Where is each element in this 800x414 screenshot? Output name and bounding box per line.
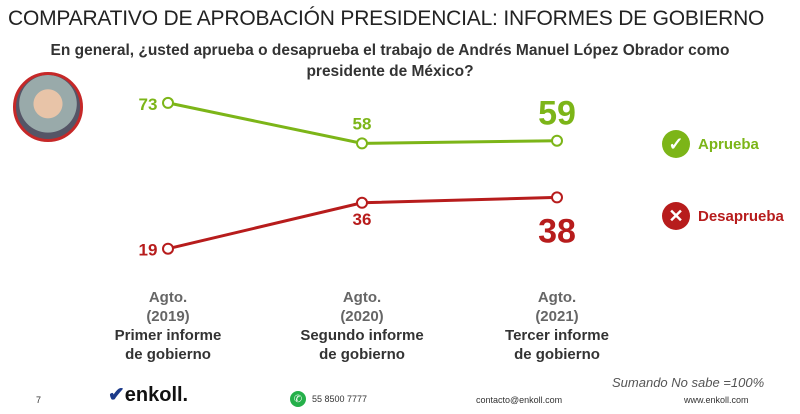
phone-number: 55 8500 7777 <box>312 394 368 404</box>
data-point <box>356 196 368 209</box>
president-photo <box>13 72 83 142</box>
data-point <box>162 242 174 255</box>
x-year: (2021) <box>535 308 579 325</box>
page-title: COMPARATIVO DE APROBACIÓN PRESIDENCIAL: … <box>8 7 765 30</box>
x-label-2: Agto. (2021) Tercer informe de gobierno <box>477 288 637 364</box>
brand-text: enkoll. <box>124 384 189 406</box>
data-label: 59 <box>538 95 576 133</box>
page-number: 7 <box>36 395 42 405</box>
survey-question: En general, ¿usted aprueba o desaprueba … <box>50 42 730 80</box>
x-year: (2019) <box>146 308 190 325</box>
legend-label: Desaprueba <box>698 207 784 225</box>
x-desc: Segundo informe <box>300 327 424 344</box>
x-desc2: de gobierno <box>319 346 405 363</box>
email[interactable]: contacto@enkoll.com <box>476 395 563 405</box>
x-label-1: Agto. (2020) Segundo informe de gobierno <box>282 288 442 364</box>
whatsapp-icon: ✆ <box>290 391 306 407</box>
x-desc: Primer informe <box>114 327 222 344</box>
x-month: Agto. <box>148 289 188 306</box>
data-label: 19 <box>139 241 158 260</box>
legend-aprueba: ✓ Aprueba <box>662 130 759 158</box>
data-label: 38 <box>538 212 576 250</box>
website[interactable]: www.enkoll.com <box>684 395 749 405</box>
check-icon: ✓ <box>662 130 690 158</box>
x-icon: ✕ <box>662 202 690 230</box>
legend-desaprueba: ✕ Desaprueba <box>662 202 784 230</box>
enkoll-logo: ✔enkoll. <box>108 384 189 406</box>
x-label-0: Agto. (2019) Primer informe de gobierno <box>88 288 248 364</box>
data-label: 73 <box>139 95 158 114</box>
footnote: Sumando No sabe =100% <box>612 375 765 390</box>
data-label: 36 <box>353 210 372 229</box>
data-label: 58 <box>353 114 372 133</box>
phone: ✆ 55 8500 7777 <box>290 391 367 407</box>
x-desc2: de gobierno <box>514 346 600 363</box>
x-month: Agto. <box>342 289 382 306</box>
x-desc2: de gobierno <box>125 346 211 363</box>
data-point <box>162 96 174 109</box>
x-desc: Tercer informe <box>505 327 609 344</box>
data-point <box>356 137 368 150</box>
data-point <box>551 191 563 204</box>
x-year: (2020) <box>340 308 384 325</box>
data-point <box>551 134 563 147</box>
legend-label: Aprueba <box>698 135 759 153</box>
x-month: Agto. <box>537 289 577 306</box>
